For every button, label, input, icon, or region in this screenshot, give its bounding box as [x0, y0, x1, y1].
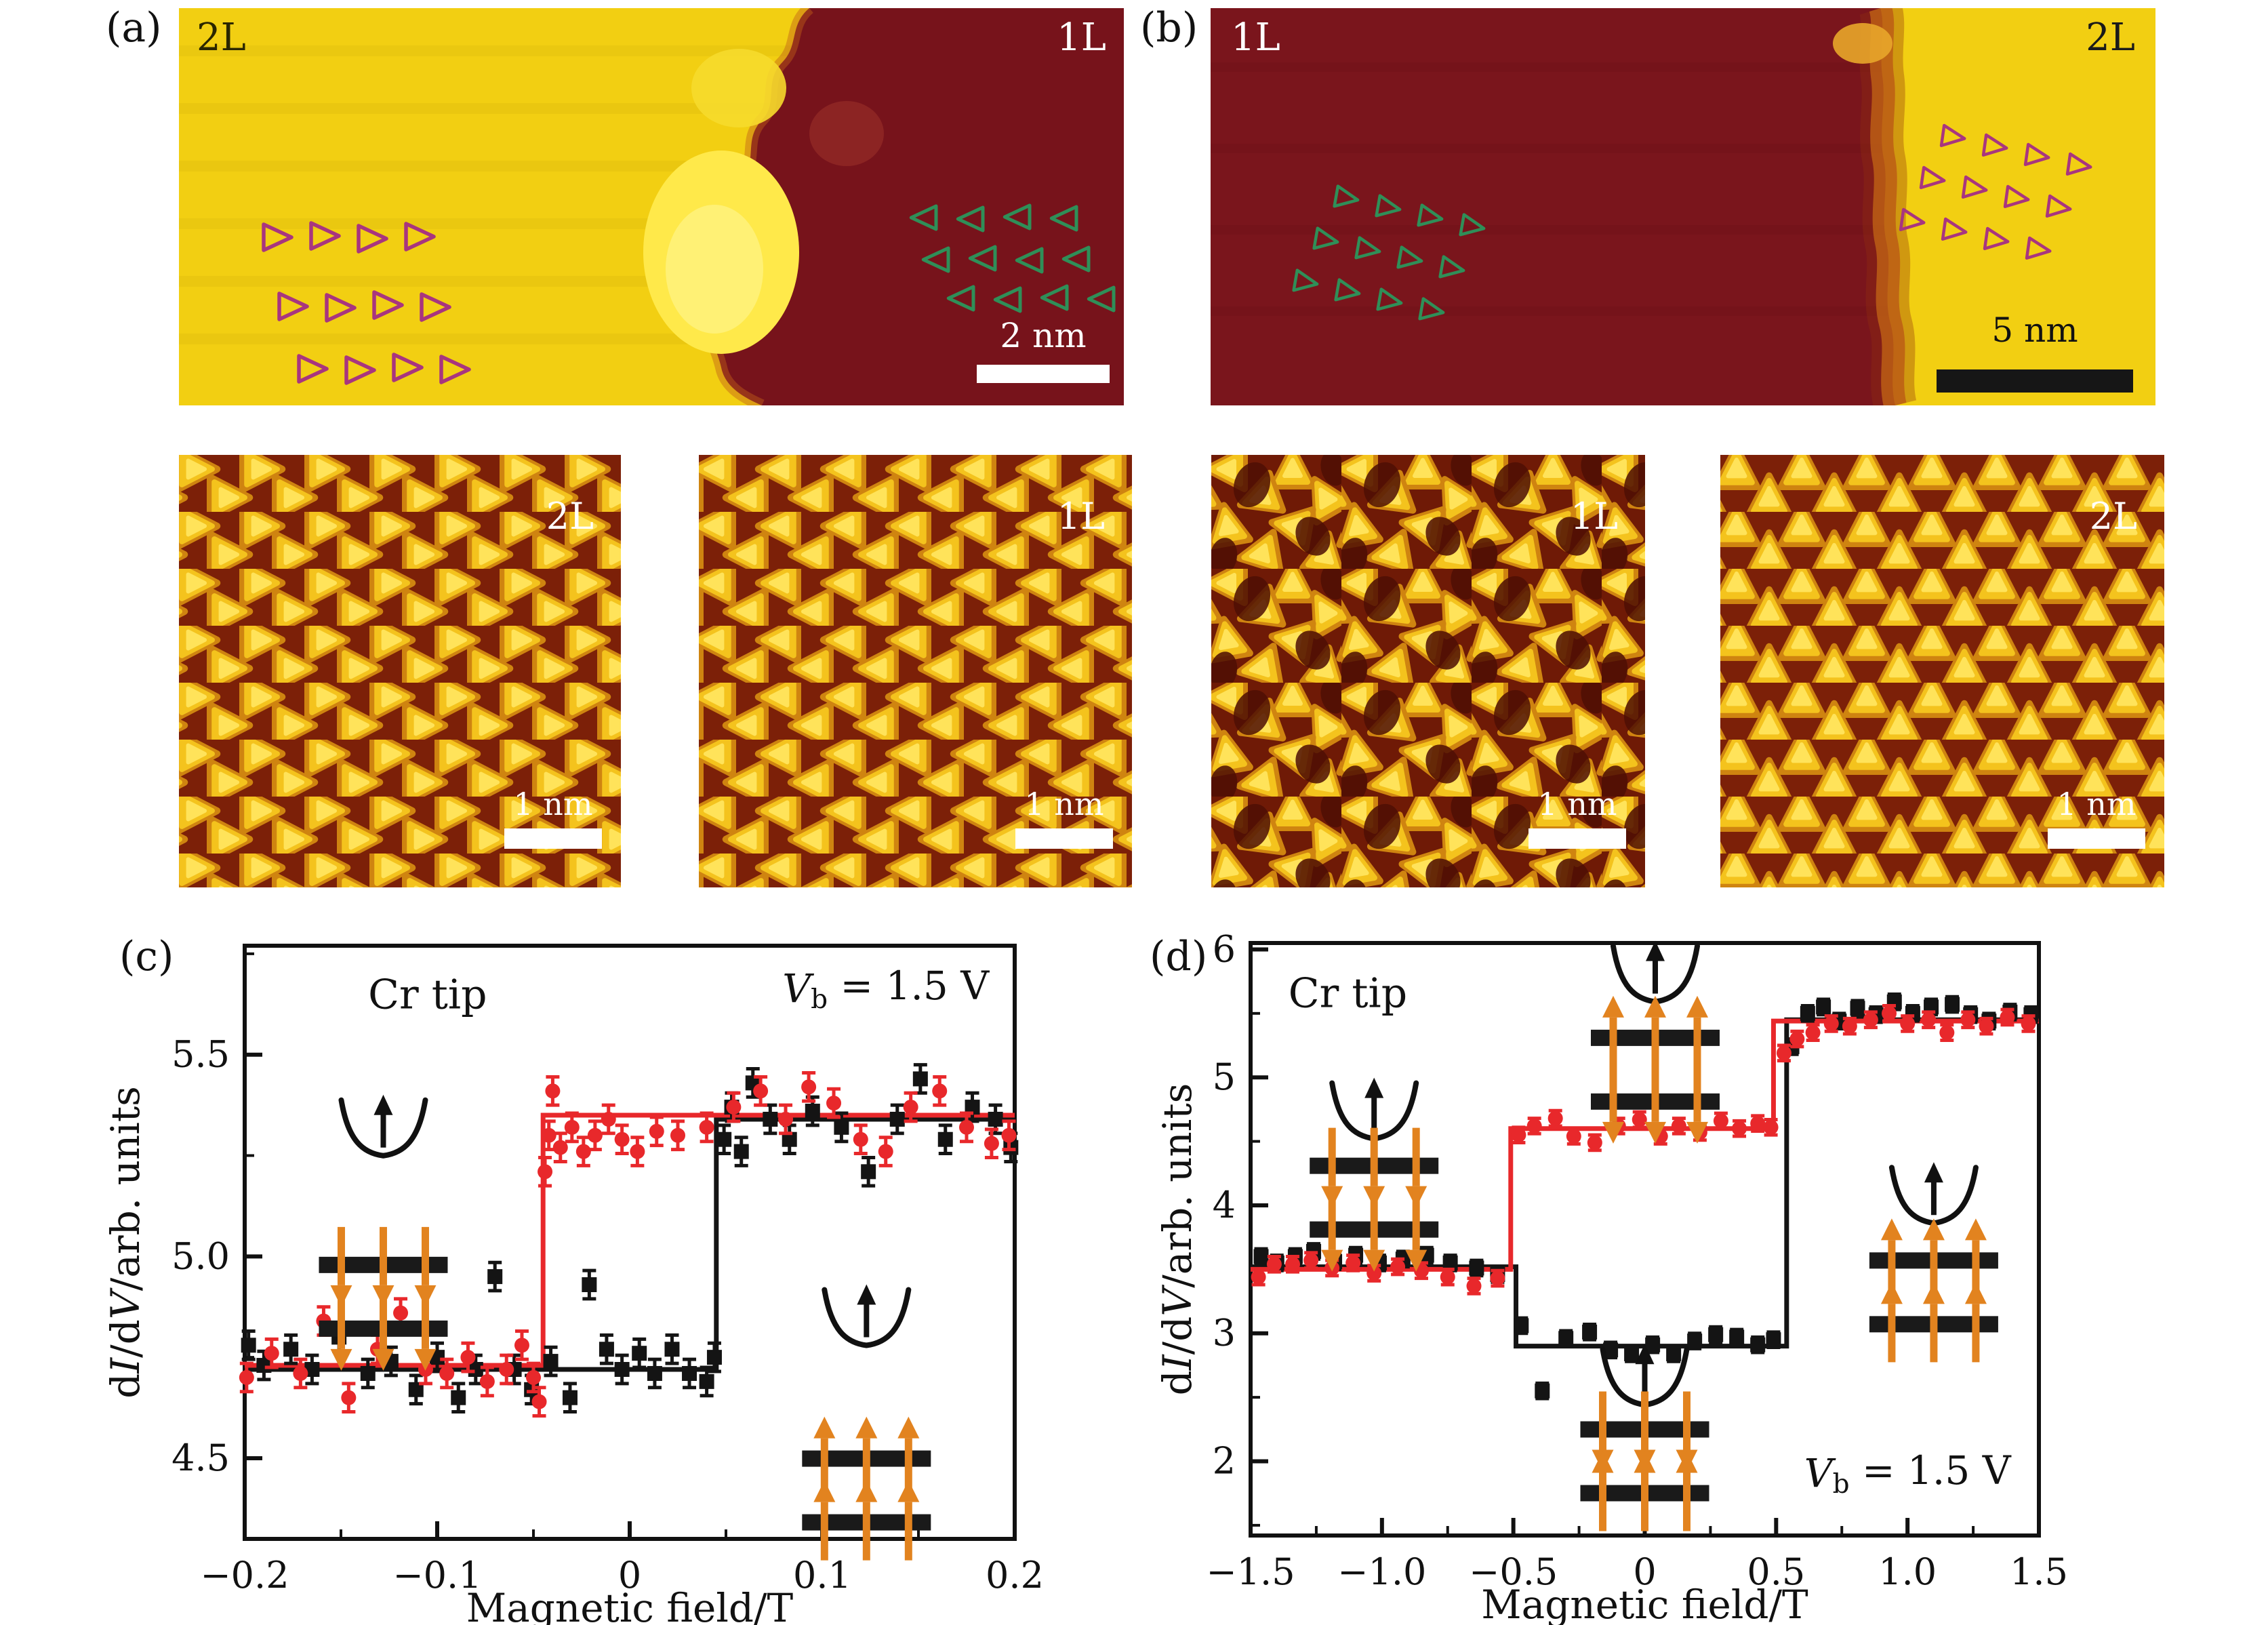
green-left-triangles [909, 203, 1116, 313]
closeup-label: 2L [546, 495, 594, 538]
annotation: Cr tip [368, 971, 487, 1018]
step-edge [1869, 8, 1907, 405]
bilayer-spins-icon [1580, 1391, 1709, 1531]
triangle-markers-b [1292, 123, 2092, 321]
region-label-2L: 2L [2086, 16, 2135, 60]
scalebar [1937, 369, 2133, 393]
y-tick-label: 5.5 [171, 1033, 230, 1076]
annotation: Vb = 1.5 V [1804, 1447, 2012, 1500]
panel-a-label: (a) [106, 4, 162, 52]
bilayer-region [1880, 8, 2155, 405]
x-tick-label: −1.5 [1206, 1550, 1295, 1593]
bilayer-spins-icon [1591, 995, 1720, 1144]
closeup-b-1L-art [1211, 455, 1645, 887]
tip-up-icon [822, 1284, 912, 1348]
axes: −1.5 −1.0 −0.5 0 0.5 1.0 1.5 2 3 4 5 6 Magnetic fiel… [1154, 927, 2068, 1625]
stm-image-b: 1L 2L 5 nm [1211, 8, 2155, 405]
x-tick-label: 1.0 [1878, 1550, 1937, 1593]
step-edge-shadow [1859, 8, 1917, 405]
bilayer-spins-icon [802, 1416, 931, 1561]
scalebar-text: 1 nm [1024, 786, 1104, 822]
y-tick-label: 2 [1213, 1440, 1236, 1483]
region-label-1L: 1L [1231, 16, 1280, 60]
closeup-b-2L: 2L 1 nm [1720, 455, 2164, 887]
closeup-label: 1L [1570, 495, 1618, 538]
scalebar [977, 365, 1110, 383]
y-tick-label: 4.5 [171, 1437, 230, 1479]
panel-b-label: (b) [1140, 4, 1198, 52]
stm-image-a: 2L 1L 2 nm [179, 8, 1124, 405]
y-tick-label: 5.0 [171, 1235, 230, 1277]
chart-d-svg: −1.5 −1.0 −0.5 0 0.5 1.0 1.5 2 3 4 5 6 Magnetic fiel… [1154, 927, 2068, 1625]
annotation: Cr tip [1289, 969, 1407, 1017]
tip-up-icon [338, 1094, 428, 1159]
y-tick-label: 4 [1213, 1184, 1236, 1226]
x-tick-label: −0.1 [392, 1554, 481, 1597]
scalebar [1528, 828, 1626, 849]
closeup-a-1L-art [699, 455, 1132, 887]
closeup-a-2L: 2L 1 nm [179, 455, 621, 887]
bilayer-spins-icon [1869, 1218, 1998, 1363]
lattice-texture [1211, 62, 1888, 316]
closeup-label: 1L [1057, 495, 1105, 538]
bright-blob-core [666, 205, 763, 334]
tip-up-icon [1888, 1162, 1979, 1226]
bilayer-spins-icon [1310, 1127, 1439, 1272]
y-axis-title: dI/dV/arb. units [102, 1086, 148, 1399]
magenta-right-triangles [262, 221, 471, 385]
closeup-label: 2L [2089, 495, 2137, 538]
x-tick-label: 0 [1633, 1550, 1656, 1593]
chart-c-svg: −0.2 −0.1 0 0.1 0.2 4.5 5.0 5.5 Magnetic field/T… [102, 944, 1044, 1625]
green-right-triangles [1292, 184, 1486, 321]
step-lines [1251, 1017, 2039, 1349]
scalebar [2048, 828, 2145, 849]
series-sweep-up [239, 1071, 1017, 1418]
bilayer-spins-icon [319, 1226, 448, 1371]
stm-image-b-art [1211, 8, 2155, 405]
x-tick-label: 0 [618, 1554, 641, 1597]
defect-spot [809, 101, 884, 166]
closeup-b-1L: 1L 1 nm [1211, 455, 1645, 887]
scalebar-text: 1 nm [513, 786, 593, 822]
x-tick-label: −0.5 [1469, 1550, 1558, 1593]
panel-d-label: (d) [1150, 933, 1208, 980]
stm-image-a-art [179, 8, 1124, 405]
y-axis-title: dI/dV/arb. units [1154, 1083, 1200, 1396]
bright-blob-small [691, 49, 786, 127]
region-label-2L: 2L [197, 16, 246, 60]
scalebar-text: 2 nm [1000, 316, 1087, 355]
y-tick-label: 5 [1213, 1056, 1236, 1098]
scalebar [504, 828, 602, 849]
closeup-b-2L-art [1720, 455, 2164, 887]
scalebar-text: 1 nm [2057, 786, 2137, 822]
x-tick-label: 1.5 [2010, 1550, 2068, 1593]
y-tick-label: 3 [1213, 1312, 1236, 1355]
x-axis-title: Magnetic field/T [1481, 1582, 1808, 1625]
step-line-sweep-down [1251, 1017, 2039, 1349]
x-tick-label: 0.2 [986, 1554, 1044, 1597]
x-tick-label: −1.0 [1337, 1550, 1426, 1593]
magenta-right-triangles [1899, 123, 2092, 260]
scalebar-text: 5 nm [1991, 310, 2078, 350]
region-label-1L: 1L [1057, 16, 1106, 60]
edge-notch [1833, 23, 1892, 64]
panel-c-label: (c) [119, 933, 174, 980]
scalebar [1015, 828, 1113, 849]
x-tick-label: −0.2 [200, 1554, 289, 1597]
series-sweep-up [1251, 1003, 2036, 1296]
annotation: Vb = 1.5 V [782, 963, 990, 1015]
closeup-a-2L-art [179, 455, 621, 887]
x-tick-label: 0.5 [1747, 1550, 1805, 1593]
x-axis-title: Magnetic field/T [466, 1585, 794, 1625]
scalebar-text: 1 nm [1537, 786, 1617, 822]
x-tick-label: 0.1 [793, 1554, 851, 1597]
axes: −0.2 −0.1 0 0.1 0.2 4.5 5.0 5.5 Magnetic field/T… [102, 944, 1044, 1625]
triangle-markers-a [262, 203, 1116, 385]
closeup-a-1L: 1L 1 nm [699, 455, 1132, 887]
y-tick-label: 6 [1213, 927, 1236, 970]
tip-up-icon [1611, 940, 1701, 1005]
